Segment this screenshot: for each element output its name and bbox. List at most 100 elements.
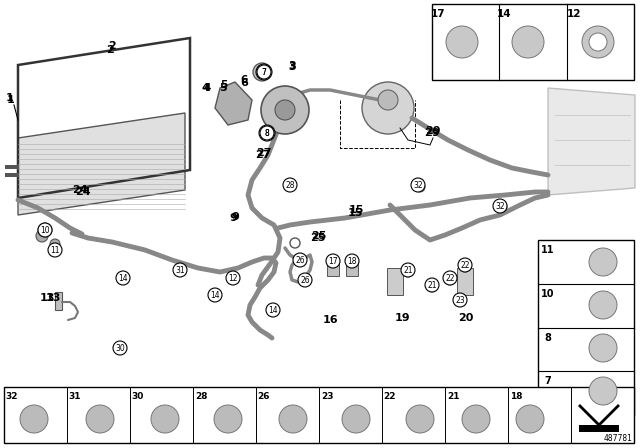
Polygon shape: [215, 82, 252, 125]
Circle shape: [279, 405, 307, 433]
Text: 1: 1: [7, 95, 15, 105]
Text: 3: 3: [288, 62, 296, 72]
Text: 10: 10: [541, 289, 555, 299]
Circle shape: [48, 243, 62, 257]
Circle shape: [445, 275, 455, 285]
Circle shape: [425, 278, 439, 292]
Text: 18: 18: [348, 257, 356, 266]
Circle shape: [113, 341, 127, 355]
Text: 27: 27: [256, 148, 272, 158]
Bar: [5, 173, 19, 177]
Circle shape: [345, 254, 359, 268]
Text: 14: 14: [268, 306, 278, 314]
Bar: [327, 260, 339, 276]
Circle shape: [259, 125, 275, 141]
Circle shape: [36, 230, 48, 242]
Text: 14: 14: [118, 273, 128, 283]
Circle shape: [401, 263, 415, 277]
Text: 27: 27: [255, 150, 271, 160]
Circle shape: [256, 64, 272, 80]
Text: 25: 25: [311, 231, 326, 241]
Text: 17: 17: [431, 9, 445, 19]
Text: 22: 22: [460, 260, 470, 270]
Polygon shape: [387, 268, 403, 295]
Circle shape: [261, 86, 309, 134]
Text: 11: 11: [51, 246, 60, 254]
Circle shape: [38, 223, 52, 237]
Text: 12: 12: [228, 273, 237, 283]
FancyBboxPatch shape: [538, 240, 634, 415]
Polygon shape: [55, 292, 62, 310]
Text: 23: 23: [455, 296, 465, 305]
Text: 26: 26: [300, 276, 310, 284]
Text: 18: 18: [509, 392, 522, 401]
Circle shape: [342, 405, 370, 433]
Text: 30: 30: [115, 344, 125, 353]
Text: 3: 3: [288, 61, 296, 71]
Text: 30: 30: [132, 392, 144, 401]
Text: 15: 15: [348, 208, 363, 218]
Circle shape: [589, 33, 607, 51]
Text: 14: 14: [497, 9, 511, 19]
Text: 10: 10: [40, 225, 50, 234]
Circle shape: [512, 26, 544, 58]
Circle shape: [326, 254, 340, 268]
Text: 29: 29: [425, 126, 441, 136]
Polygon shape: [548, 88, 635, 195]
Circle shape: [458, 258, 472, 272]
Text: 7: 7: [262, 68, 266, 77]
Circle shape: [208, 288, 222, 302]
Circle shape: [285, 180, 295, 190]
Text: 31: 31: [68, 392, 81, 401]
Text: 2: 2: [108, 41, 116, 51]
Circle shape: [460, 262, 470, 272]
Text: 26: 26: [295, 255, 305, 264]
Circle shape: [293, 253, 307, 267]
Bar: [346, 260, 358, 276]
Polygon shape: [457, 268, 473, 295]
Text: 19: 19: [394, 313, 410, 323]
Circle shape: [446, 26, 478, 58]
Circle shape: [443, 271, 457, 285]
Text: 25: 25: [310, 233, 326, 243]
Circle shape: [86, 405, 114, 433]
Circle shape: [214, 405, 242, 433]
Circle shape: [283, 178, 297, 192]
Text: 8: 8: [264, 129, 269, 138]
Circle shape: [116, 271, 130, 285]
Text: 29: 29: [424, 128, 440, 138]
Text: 15: 15: [348, 205, 364, 215]
Circle shape: [266, 303, 280, 317]
Circle shape: [20, 405, 48, 433]
Text: 2: 2: [106, 45, 114, 55]
Text: 4: 4: [201, 83, 209, 93]
Text: 21: 21: [403, 266, 413, 275]
Text: 8: 8: [545, 332, 552, 343]
Text: 8: 8: [264, 129, 269, 138]
Text: 6: 6: [241, 75, 248, 85]
Circle shape: [226, 271, 240, 285]
Text: 28: 28: [195, 392, 207, 401]
Text: 24: 24: [72, 185, 88, 195]
Circle shape: [257, 65, 271, 79]
Circle shape: [50, 239, 60, 249]
FancyBboxPatch shape: [4, 387, 634, 443]
Circle shape: [275, 100, 295, 120]
Circle shape: [589, 334, 617, 362]
Text: 11: 11: [541, 245, 555, 255]
Circle shape: [427, 282, 437, 292]
Text: 23: 23: [321, 392, 333, 401]
Text: 21: 21: [428, 280, 436, 289]
Text: 32: 32: [413, 181, 423, 190]
Circle shape: [462, 405, 490, 433]
Text: 5: 5: [220, 80, 228, 90]
Circle shape: [582, 26, 614, 58]
Text: 16: 16: [322, 315, 338, 325]
Text: 32: 32: [6, 392, 19, 401]
Circle shape: [589, 377, 617, 405]
Text: 13: 13: [45, 293, 61, 303]
Circle shape: [453, 293, 467, 307]
Text: 487781: 487781: [603, 434, 632, 443]
Circle shape: [411, 178, 425, 192]
Text: 24: 24: [75, 187, 91, 197]
